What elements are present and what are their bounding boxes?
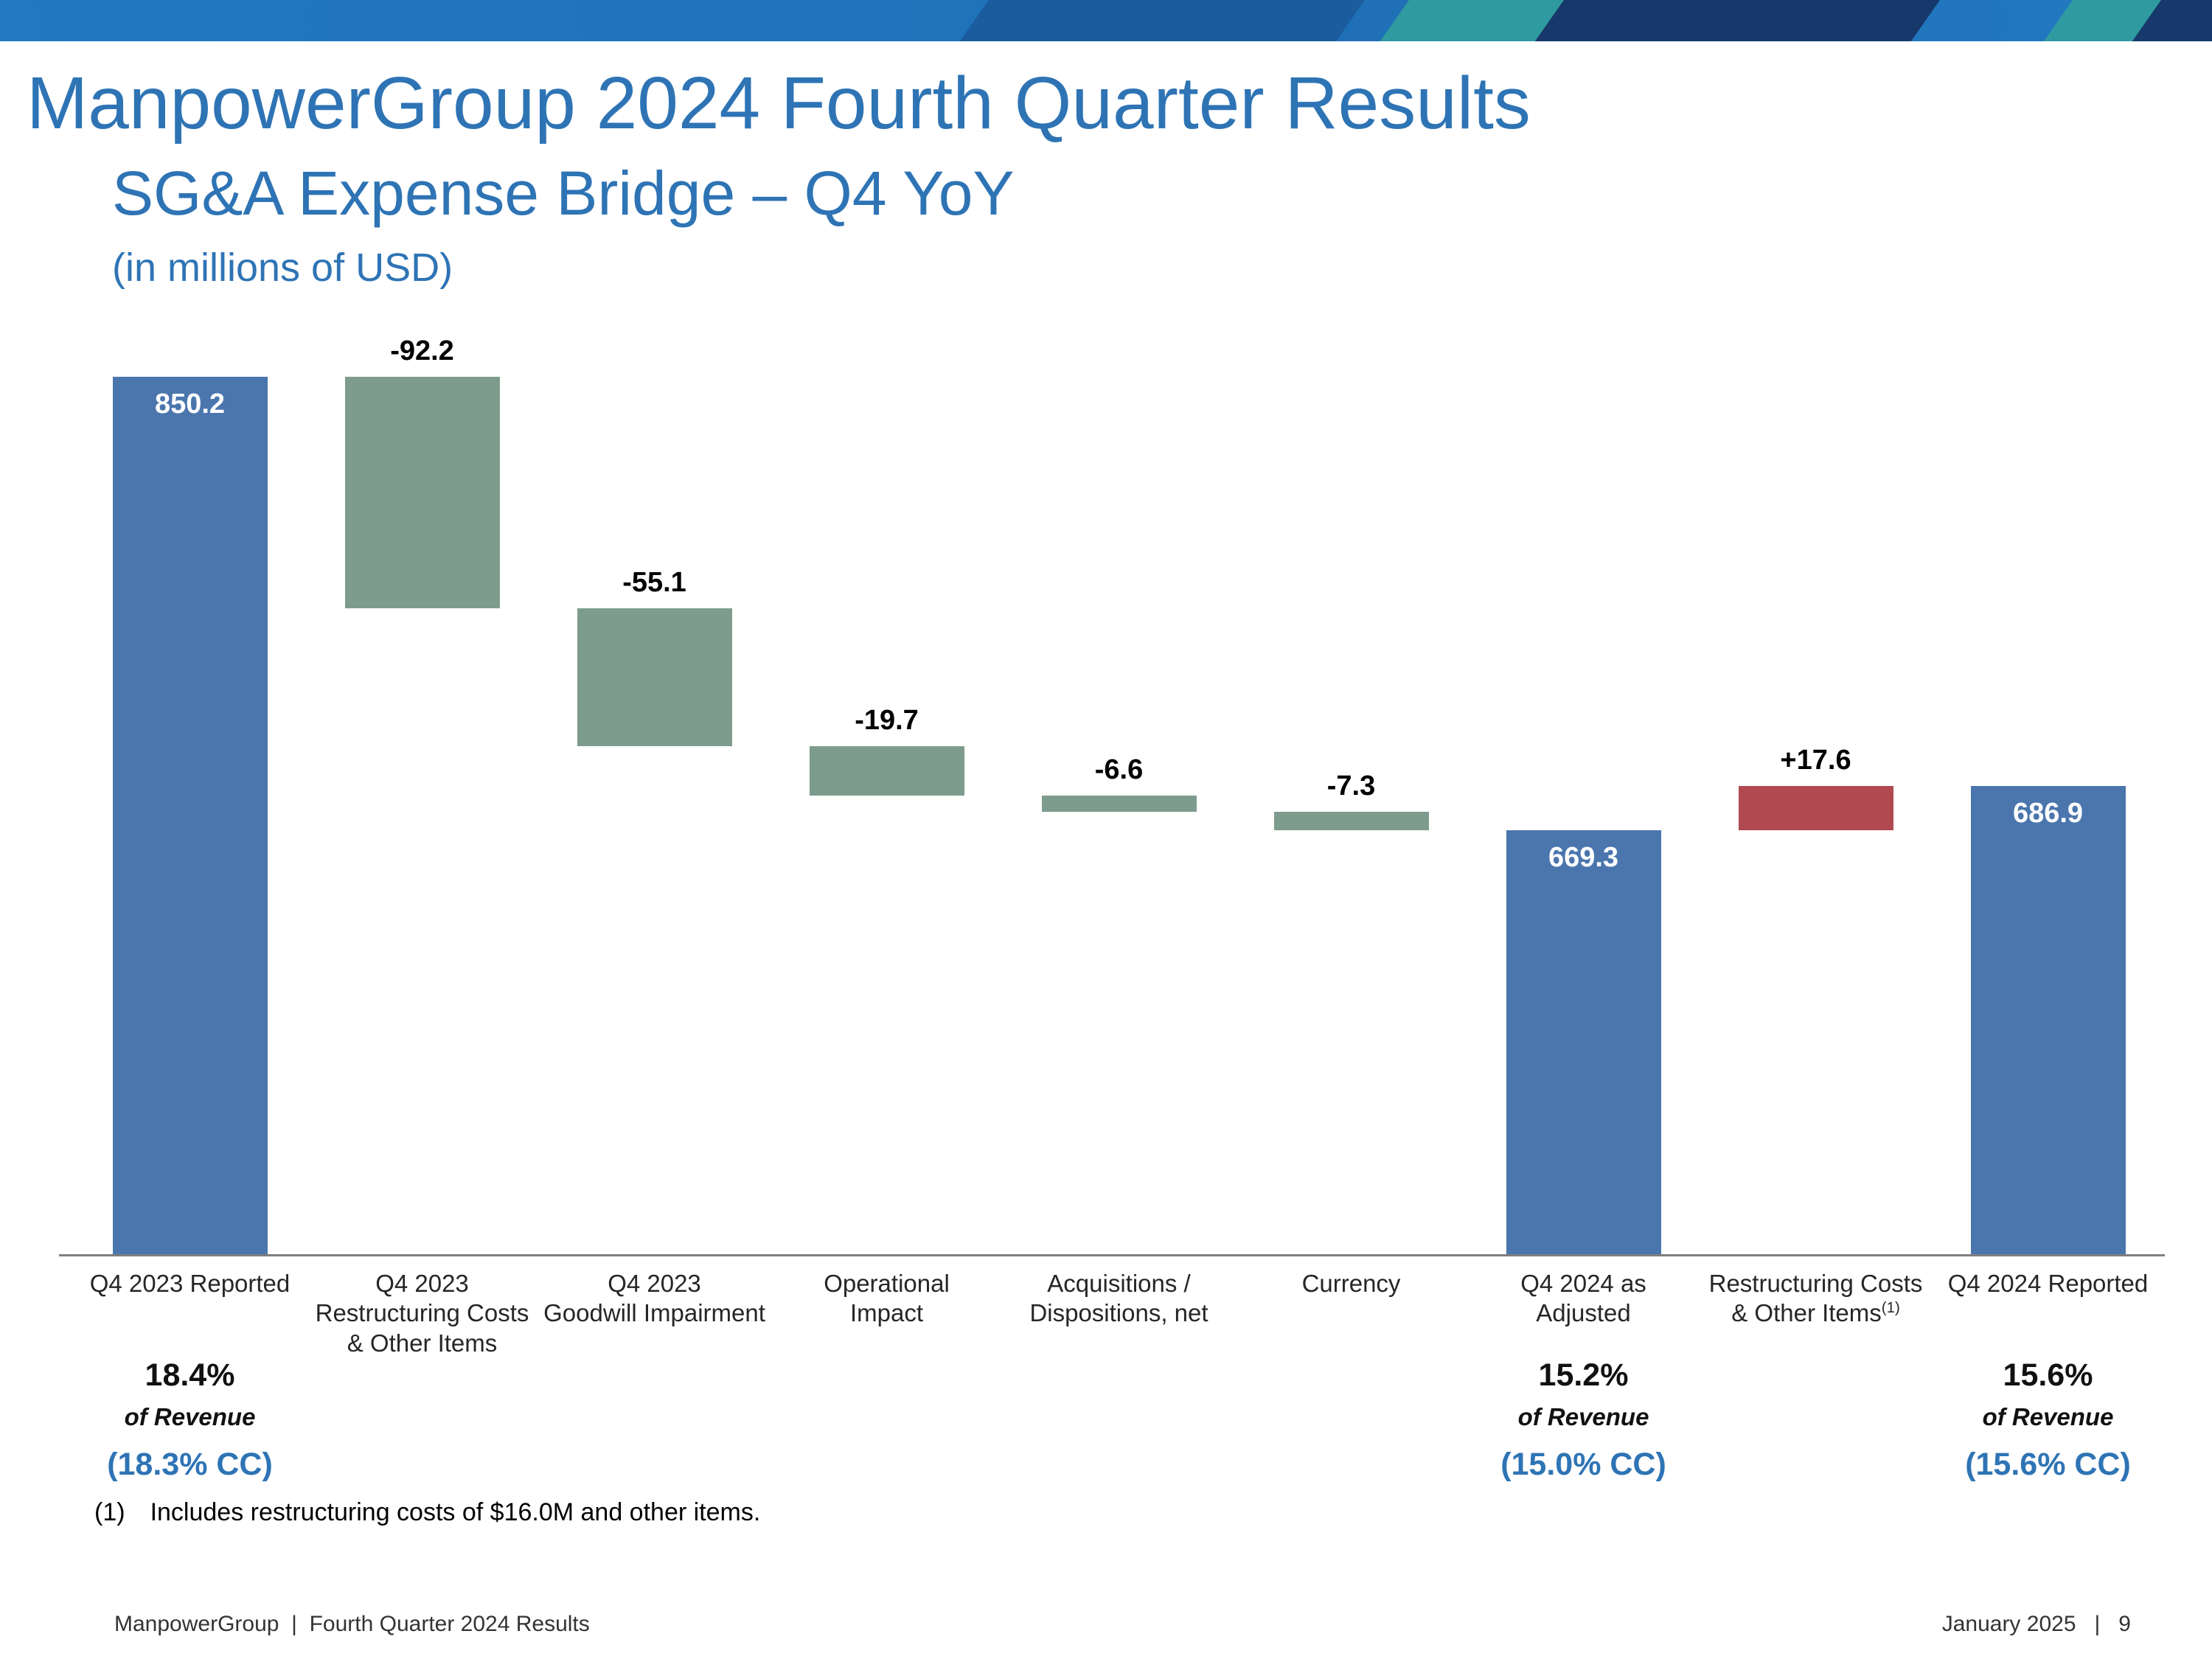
waterfall-bar — [344, 377, 500, 608]
footnote: (1) Includes restructuring costs of $16.0… — [94, 1498, 760, 1527]
bar-value-label: 850.2 — [154, 389, 226, 420]
bar-value-label: -7.3 — [1326, 771, 1376, 802]
bar-category-label: Q4 2023 Reported — [89, 1270, 291, 1297]
bar-category-label: Q4 2024 Reported — [1947, 1270, 2149, 1297]
bar-category-label: Q4 2023 Restructuring Costs & Other Items — [315, 1270, 529, 1357]
bar-value-label: -92.2 — [390, 335, 454, 367]
waterfall-bar — [1506, 830, 1661, 1254]
bar-value-label: -19.7 — [855, 704, 919, 736]
bar-category-label: Currency — [1301, 1270, 1401, 1297]
footnote-text: Includes restructuring costs of $16.0M a… — [150, 1498, 761, 1526]
footer-right: January 2025 | 9 — [1941, 1612, 2131, 1636]
bar-value-label: 686.9 — [2012, 798, 2084, 830]
chart-title: SG&A Expense Bridge – Q4 YoY — [112, 159, 1015, 228]
pct-of-revenue-label: 18.4% — [145, 1357, 235, 1393]
bar-category-label: Restructuring Costs & Other Items(1) — [1708, 1270, 1923, 1327]
of-revenue-label: of Revenue — [124, 1403, 256, 1430]
bar-category-label: Q4 2024 as Adjusted — [1520, 1270, 1646, 1327]
pct-of-revenue-label: 15.6% — [2003, 1357, 2093, 1393]
bar-value-label: -55.1 — [622, 566, 686, 598]
chart-units-label: (in millions of USD) — [112, 246, 453, 290]
bar-value-label: +17.6 — [1780, 745, 1851, 776]
of-revenue-label: of Revenue — [1982, 1403, 2114, 1430]
pct-of-revenue-label: 15.2% — [1538, 1357, 1629, 1393]
bar-value-label: 669.3 — [1548, 841, 1619, 873]
footer-left: ManpowerGroup | Fourth Quarter 2024 Resu… — [114, 1612, 590, 1636]
waterfall-bar — [1041, 795, 1197, 813]
footnote-marker: (1) — [94, 1498, 125, 1526]
constant-currency-label: (15.0% CC) — [1500, 1447, 1666, 1482]
waterfall-bar — [112, 377, 268, 1254]
header-band — [0, 0, 2212, 41]
constant-currency-label: (18.3% CC) — [107, 1447, 273, 1482]
waterfall-bar — [1738, 786, 1893, 830]
of-revenue-label: of Revenue — [1517, 1403, 1649, 1430]
footer: ManpowerGroup | Fourth Quarter 2024 Resu… — [114, 1612, 2131, 1637]
waterfall-bar — [577, 608, 732, 746]
constant-currency-label: (15.6% CC) — [1965, 1447, 2131, 1482]
waterfall-bar — [809, 745, 964, 796]
x-axis-line — [59, 1254, 2165, 1256]
bar-category-label: Acquisitions / Dispositions, net — [1029, 1270, 1208, 1327]
bar-value-label: -6.6 — [1094, 754, 1144, 785]
waterfall-bar — [1273, 812, 1429, 830]
page-title: ManpowerGroup 2024 Fourth Quarter Result… — [27, 62, 1531, 145]
bar-category-label: Operational Impact — [824, 1270, 950, 1327]
waterfall-bar — [1970, 786, 2126, 1254]
bar-category-label: Q4 2023 Goodwill Impairment — [543, 1270, 765, 1327]
